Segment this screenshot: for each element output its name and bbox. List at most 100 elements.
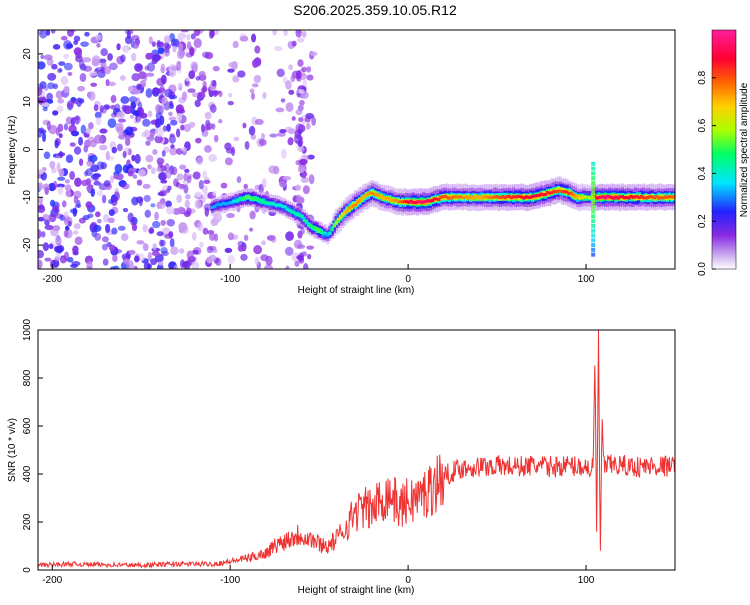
spectrogram-spike-cell [591, 171, 596, 176]
spectrogram-spike-cell [591, 219, 596, 224]
spectrogram-ridge-cell [620, 195, 625, 199]
spectrogram-ridge-cell [588, 196, 593, 200]
spectrogram-ridge-cell [471, 196, 475, 200]
spectrogram-ridge-cell [571, 193, 576, 197]
spectrogram-noise-blob [290, 75, 296, 82]
spectrogram-noise-blob [93, 104, 99, 112]
spectrogram-noise-blob [63, 53, 69, 60]
spectrogram-noise-blob [50, 259, 56, 269]
spectrogram-x-ticks: -200 -100 0 100 [42, 264, 595, 285]
spectrogram-ridge-cell [349, 205, 353, 209]
spectrogram-noise-blob [96, 43, 101, 48]
spectrogram-ridge-cell [242, 197, 247, 201]
spectrogram-noise-blob [131, 223, 138, 232]
spectrogram-noise-blob [166, 123, 171, 132]
spectrogram-noise-blob [124, 126, 134, 136]
spectrogram-noise-blob [145, 52, 154, 60]
spectrogram-ridge-cell [259, 198, 264, 202]
spectrogram-ridge-cell [565, 190, 569, 194]
spectrogram-noise-blob [74, 236, 83, 246]
spectrogram-noise-blob [47, 82, 55, 90]
spectrogram-noise-blob [101, 236, 109, 243]
spectrogram-ridge-cell [603, 196, 608, 200]
spectrogram-noise-blob [227, 254, 235, 265]
spectrogram-noise-blob [107, 118, 117, 128]
spectrogram-ridge-cell [558, 189, 563, 193]
spectrogram-ridge-cell [368, 191, 373, 195]
spectrogram-ridge-cell [511, 195, 516, 199]
spectrogram-ridge-cell [236, 198, 240, 202]
spectrogram-ridge-cell [567, 192, 571, 196]
spectrogram-ridge-cell [373, 192, 377, 196]
spectrogram-noise-blob [157, 200, 166, 210]
spectrogram-noise-blob [284, 246, 294, 256]
spectrogram-noise-blob [38, 61, 46, 70]
spectrogram-noise-blob [209, 233, 216, 241]
spectrogram-plot-area [38, 30, 675, 269]
spectrogram-ridge-cell [257, 197, 262, 201]
spectrogram-spike-cell [591, 214, 596, 219]
spectrogram-noise-blob [168, 63, 177, 73]
snr-x-tick-label: -200 [42, 575, 62, 586]
spectrogram-ridge-cell [650, 195, 655, 199]
spectrogram-noise-blob [311, 116, 317, 126]
spectrogram-noise-blob [307, 154, 315, 160]
spectrogram-noise-blob [139, 79, 147, 88]
spectrogram-noise-blob [176, 173, 184, 181]
spectrogram-noise-blob [161, 250, 169, 257]
spectrogram-noise-blob [136, 240, 145, 245]
spectrogram-ridge-cell [400, 200, 405, 204]
spectrogram-ridge-cell [315, 228, 319, 234]
spectrogram-noise-blob [160, 74, 167, 85]
spectrogram-noise-blob [134, 255, 140, 263]
spectrogram-noise-blob [93, 134, 103, 144]
spectrogram-ridge-cell [434, 197, 439, 201]
spectrogram-noise-blob [113, 191, 120, 202]
spectrogram-noise-blob [283, 30, 288, 37]
spectrogram-ridge-cell [445, 195, 450, 199]
spectrogram-noise-blob [78, 136, 84, 146]
spectrogram-noise-blob [42, 107, 48, 112]
spectrogram-noise-blob [279, 128, 287, 134]
spectrogram-noise-blob [166, 43, 171, 50]
spectrogram-ridge-cell [667, 195, 672, 199]
spectrogram-ridge-cell [338, 215, 343, 219]
spectrogram-ridge-cell [669, 195, 674, 199]
spectrogram-noise-blob [305, 112, 315, 120]
spectrogram-noise-blob [94, 232, 102, 241]
spectrogram-noise-blob [38, 205, 46, 214]
spectrogram-noise-blob [200, 93, 206, 98]
spectrogram-noise-blob [264, 264, 273, 269]
spectrogram-noise-blob [170, 246, 179, 255]
spectrogram-noise-blob [114, 163, 123, 174]
spectrogram-ridge-cell [366, 192, 371, 196]
spectrogram-ridge-cell [541, 193, 546, 197]
spectrogram-ridge-cell [274, 203, 279, 207]
spectrogram-noise-blob [196, 156, 204, 166]
spectrogram-noise-blob [108, 199, 114, 205]
spectrogram-noise-blob [78, 59, 85, 69]
spectrogram-noise-blob [301, 114, 307, 125]
spectrogram-noise-blob [224, 157, 233, 166]
spectrogram-noise-blob [138, 110, 144, 118]
snr-frame [37, 329, 676, 571]
spectrogram-ridge-cell [526, 195, 531, 199]
spectrogram-noise-blob [172, 45, 177, 53]
spectrogram-ridge-cell [313, 226, 317, 230]
spectrogram-noise-blob [249, 88, 255, 94]
spectrogram-noise-blob [155, 104, 162, 113]
spectrogram-noise-blob [77, 85, 86, 92]
spectrogram-noise-blob [169, 133, 175, 138]
spectrogram-noise-blob [157, 261, 164, 266]
spectrogram-noise-blob [40, 231, 46, 238]
spectrogram-noise-blob [224, 247, 233, 254]
spectrogram-ridge-cell [657, 196, 661, 200]
spectrogram-noise-blob [57, 152, 66, 157]
spectrogram-ridge-cell [409, 199, 413, 203]
spectrogram-ridge-cell [336, 217, 341, 221]
spectrogram-ridge-cell [671, 195, 675, 199]
spectrogram-noise-blob [146, 62, 156, 72]
spectrogram-noise-blob [126, 260, 134, 269]
spectrogram-noise-blob [86, 184, 93, 192]
spectrogram-noise-blob [209, 254, 217, 261]
